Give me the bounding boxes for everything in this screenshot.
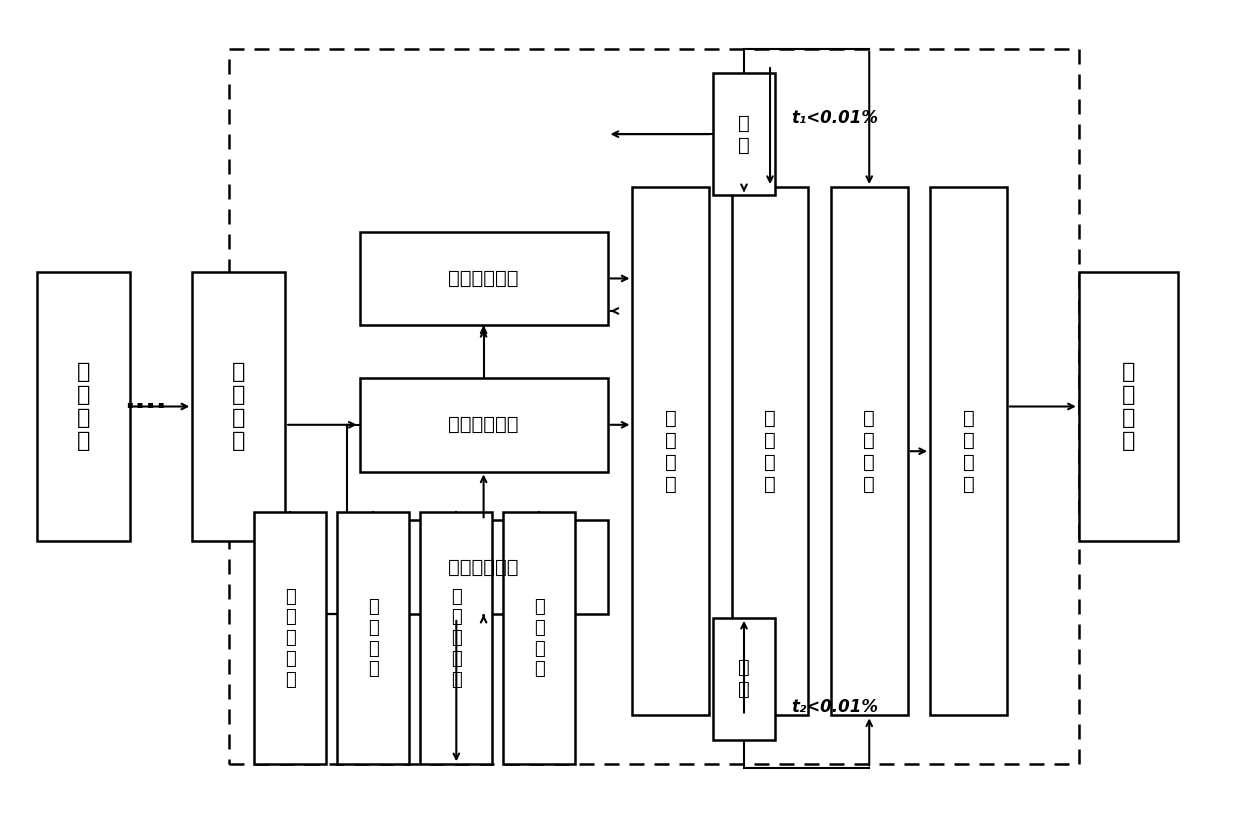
FancyBboxPatch shape xyxy=(360,378,608,472)
Text: t₁<0.01%: t₁<0.01% xyxy=(791,109,878,127)
Text: 注
气
模
型: 注 气 模 型 xyxy=(665,409,677,493)
FancyBboxPatch shape xyxy=(360,520,608,614)
FancyBboxPatch shape xyxy=(337,512,409,764)
FancyBboxPatch shape xyxy=(713,73,775,195)
Text: 表
皮
系
数: 表 皮 系 数 xyxy=(368,598,378,678)
FancyBboxPatch shape xyxy=(37,272,130,541)
Text: 井口油压模型: 井口油压模型 xyxy=(449,269,518,288)
Text: 有
效
渗
透
率: 有 效 渗 透 率 xyxy=(285,588,295,689)
Text: 误
差: 误 差 xyxy=(738,659,750,699)
FancyBboxPatch shape xyxy=(420,512,492,764)
Text: t₂<0.01%: t₂<0.01% xyxy=(791,698,878,716)
FancyBboxPatch shape xyxy=(930,187,1007,715)
Text: 达
容
预
测: 达 容 预 测 xyxy=(1122,362,1135,451)
FancyBboxPatch shape xyxy=(632,187,709,715)
FancyBboxPatch shape xyxy=(713,618,775,740)
Text: ····: ···· xyxy=(124,393,166,420)
Text: 动
态
半
径: 动 态 半 径 xyxy=(534,598,544,678)
Text: 地层压力模型: 地层压力模型 xyxy=(449,558,518,576)
FancyBboxPatch shape xyxy=(192,272,285,541)
Text: 拟
合
求
参: 拟 合 求 参 xyxy=(962,409,975,493)
FancyBboxPatch shape xyxy=(503,512,575,764)
Text: 综
合
判
别: 综 合 判 别 xyxy=(863,409,875,493)
Text: 单
井
一
期: 单 井 一 期 xyxy=(77,362,91,451)
Text: 井底流压模型: 井底流压模型 xyxy=(449,415,518,434)
FancyBboxPatch shape xyxy=(831,187,908,715)
FancyBboxPatch shape xyxy=(1079,272,1178,541)
Text: 实
际
油
压: 实 际 油 压 xyxy=(764,409,776,493)
Text: 实
际
注
气
量: 实 际 注 气 量 xyxy=(451,588,461,689)
FancyBboxPatch shape xyxy=(360,232,608,325)
FancyBboxPatch shape xyxy=(254,512,326,764)
Text: 单
井
多
期: 单 井 多 期 xyxy=(232,362,246,451)
Text: 误
差: 误 差 xyxy=(738,114,750,154)
FancyBboxPatch shape xyxy=(732,187,808,715)
